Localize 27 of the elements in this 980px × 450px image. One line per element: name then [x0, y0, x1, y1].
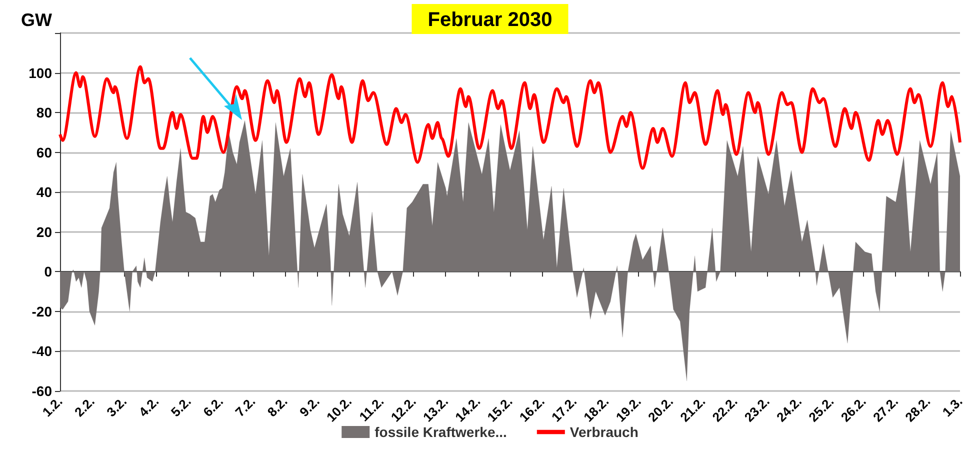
x-tick-label: 10.2. — [324, 394, 355, 425]
x-tick-label: 7.2. — [232, 394, 258, 420]
x-tick-label: 17.2. — [548, 394, 580, 425]
line-series — [58, 65, 962, 170]
y-tick-label: 40 — [36, 184, 52, 200]
y-tick-label: 60 — [36, 144, 52, 160]
legend-label: fossile Kraftwerke... — [374, 424, 507, 440]
legend-label: Verbrauch — [570, 424, 638, 440]
y-tick-label: 100 — [28, 64, 52, 81]
x-tick-label: 3.2. — [104, 394, 130, 420]
y-tick-label: 20 — [36, 224, 52, 240]
y-tick-label: 80 — [36, 104, 52, 121]
x-tick-label: 6.2. — [200, 394, 226, 420]
x-tick-label: 11.2. — [356, 394, 387, 424]
y-axis-title: GW — [21, 10, 52, 30]
x-tick-label: 1.3. — [939, 394, 966, 420]
y-tick-label: 0 — [44, 264, 52, 280]
x-tick-label: 4.2. — [136, 394, 162, 420]
y-tick-label: -60 — [32, 383, 52, 399]
x-tick-label: 8.2. — [264, 394, 290, 420]
x-tick-label: 9.2. — [296, 394, 322, 420]
x-tick-label: 2.2. — [72, 394, 98, 420]
y-tick-label: -20 — [32, 303, 52, 320]
x-tick-label: 13.2. — [420, 394, 452, 425]
y-tick-label: -40 — [32, 343, 52, 360]
x-tick-label: 5.2. — [168, 394, 194, 420]
chart-title: Februar 2030 — [428, 9, 552, 31]
